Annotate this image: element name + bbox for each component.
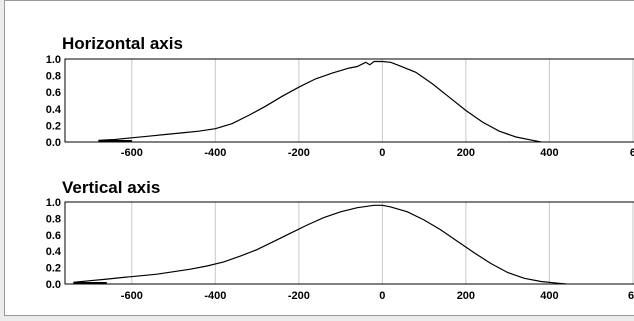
x-tick-label-1-4: 200 [457, 147, 475, 159]
y-tick-label-2-3: 0.6 [46, 230, 61, 242]
y-tick-label-2-1: 0.2 [46, 263, 61, 275]
x-tick-label-2-0: -600 [121, 290, 143, 302]
x-tick-label-2-2: -200 [288, 290, 310, 302]
y-tick-label-1-2: 0.4 [46, 104, 62, 116]
chart-title-2: Vertical axis [62, 178, 160, 197]
x-tick-label-1-2: -200 [288, 147, 310, 159]
plot-frame-1 [64, 58, 634, 143]
x-tick-label-2-1: -400 [204, 290, 226, 302]
y-tick-label-1-4: 0.8 [46, 71, 61, 83]
series-line-2-1 [73, 204, 567, 285]
y-tick-label-1-3: 0.6 [46, 87, 61, 99]
x-tick-label-1-6: 6 [630, 147, 634, 159]
y-tick-label-1-5: 1.0 [46, 54, 61, 66]
x-tick-label-2-3: 0 [379, 290, 385, 302]
x-tick-label-2-4: 200 [457, 290, 475, 302]
y-tick-label-1-1: 0.2 [46, 120, 61, 132]
y-tick-label-2-0: 0.0 [46, 279, 61, 291]
plot-frame-2 [64, 201, 634, 285]
chart-window: Horizontal axis 0.0 0.2 0.4 0.6 0.8 1.0 -600 -40… [4, 0, 634, 316]
series-line-1-1 [98, 60, 542, 143]
chart-title-1: Horizontal axis [62, 34, 183, 53]
y-tick-label-2-4: 0.8 [46, 213, 61, 225]
y-tick-label-1-0: 0.0 [46, 137, 61, 149]
x-tick-label-2-5: 400 [540, 290, 558, 302]
x-tick-label-1-3: 0 [379, 147, 385, 159]
x-tick-label-1-5: 400 [540, 147, 558, 159]
x-tick-label-2-6: 6( [628, 290, 634, 302]
y-tick-label-2-2: 0.4 [46, 246, 62, 258]
y-tick-label-2-5: 1.0 [46, 197, 61, 209]
x-tick-label-1-1: -400 [204, 147, 226, 159]
chart-canvas: Horizontal axis 0.0 0.2 0.4 0.6 0.8 1.0 -600 -40… [46, 34, 634, 302]
x-tick-label-1-0: -600 [121, 147, 143, 159]
